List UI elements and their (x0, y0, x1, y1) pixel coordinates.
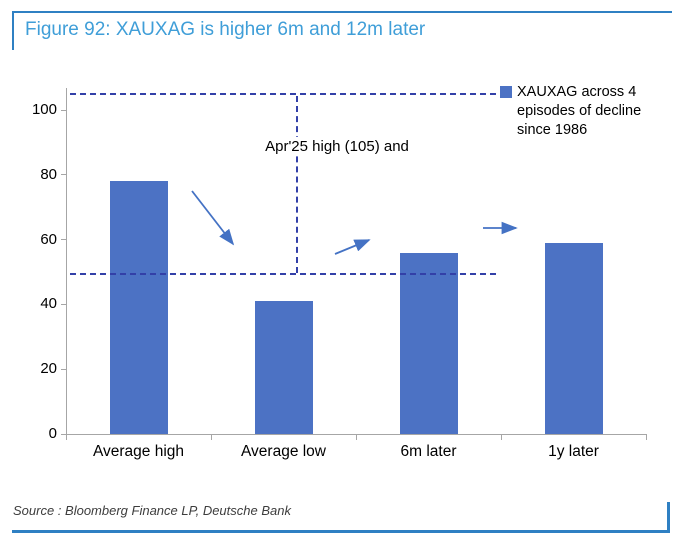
y-axis-tick-label: 20 (40, 360, 57, 378)
x-axis-label-average-high: Average high (92, 443, 185, 460)
legend-label: XAUXAG across 4 episodes of decline sinc… (517, 84, 642, 138)
x-axis-label-average-low: Average low (240, 443, 326, 460)
bar-average-high (109, 181, 168, 434)
bar-average-low (254, 301, 313, 434)
x-axis-tick (211, 435, 212, 440)
y-axis-tick (61, 303, 66, 305)
x-axis-line (66, 434, 647, 435)
x-axis-tick (356, 435, 357, 440)
y-axis-tick (61, 368, 66, 370)
bar-6m-later (399, 252, 458, 434)
y-axis-tick-label: 60 (40, 230, 57, 248)
y-axis-tick (61, 174, 66, 176)
y-axis-tick-label: 100 (31, 101, 57, 118)
legend-swatch-icon (500, 86, 512, 98)
x-axis-tick (501, 435, 502, 440)
y-axis-tick (61, 109, 66, 111)
figure-frame-left-border (12, 11, 14, 50)
source-note: Source : Bloomberg Finance LP, Deutsche … (13, 503, 291, 518)
x-axis-label-1y-later: 1y later (548, 443, 599, 460)
figure-frame-right-border (667, 502, 670, 530)
y-axis-tick-label: 80 (40, 165, 57, 183)
figure-frame-top-border (12, 11, 672, 13)
reference-line-low (70, 272, 496, 275)
y-axis-tick-label: 40 (40, 295, 57, 313)
y-axis-line (66, 88, 67, 435)
recovery-arrow-icon (334, 239, 371, 255)
chart-legend: XAUXAG across 4 episodes of decline sinc… (500, 83, 669, 140)
reference-line-high (70, 92, 496, 95)
decline-arrow-icon (191, 190, 235, 246)
y-axis-tick-label: 0 (48, 425, 57, 442)
figure-frame-bottom-border (12, 530, 670, 533)
x-axis-label-6m-later: 6m later (400, 443, 457, 460)
x-axis-tick (646, 435, 647, 440)
figure-title: Figure 92: XAUXAG is higher 6m and 12m l… (25, 19, 426, 40)
y-axis-tick (61, 433, 66, 435)
peak-annotation: Apr'25 high (105) and (260, 137, 414, 156)
x-axis-tick (66, 435, 67, 440)
y-axis-tick (61, 239, 66, 241)
reference-line-vertical-connector (296, 95, 298, 273)
bar-1y-later (544, 242, 603, 434)
